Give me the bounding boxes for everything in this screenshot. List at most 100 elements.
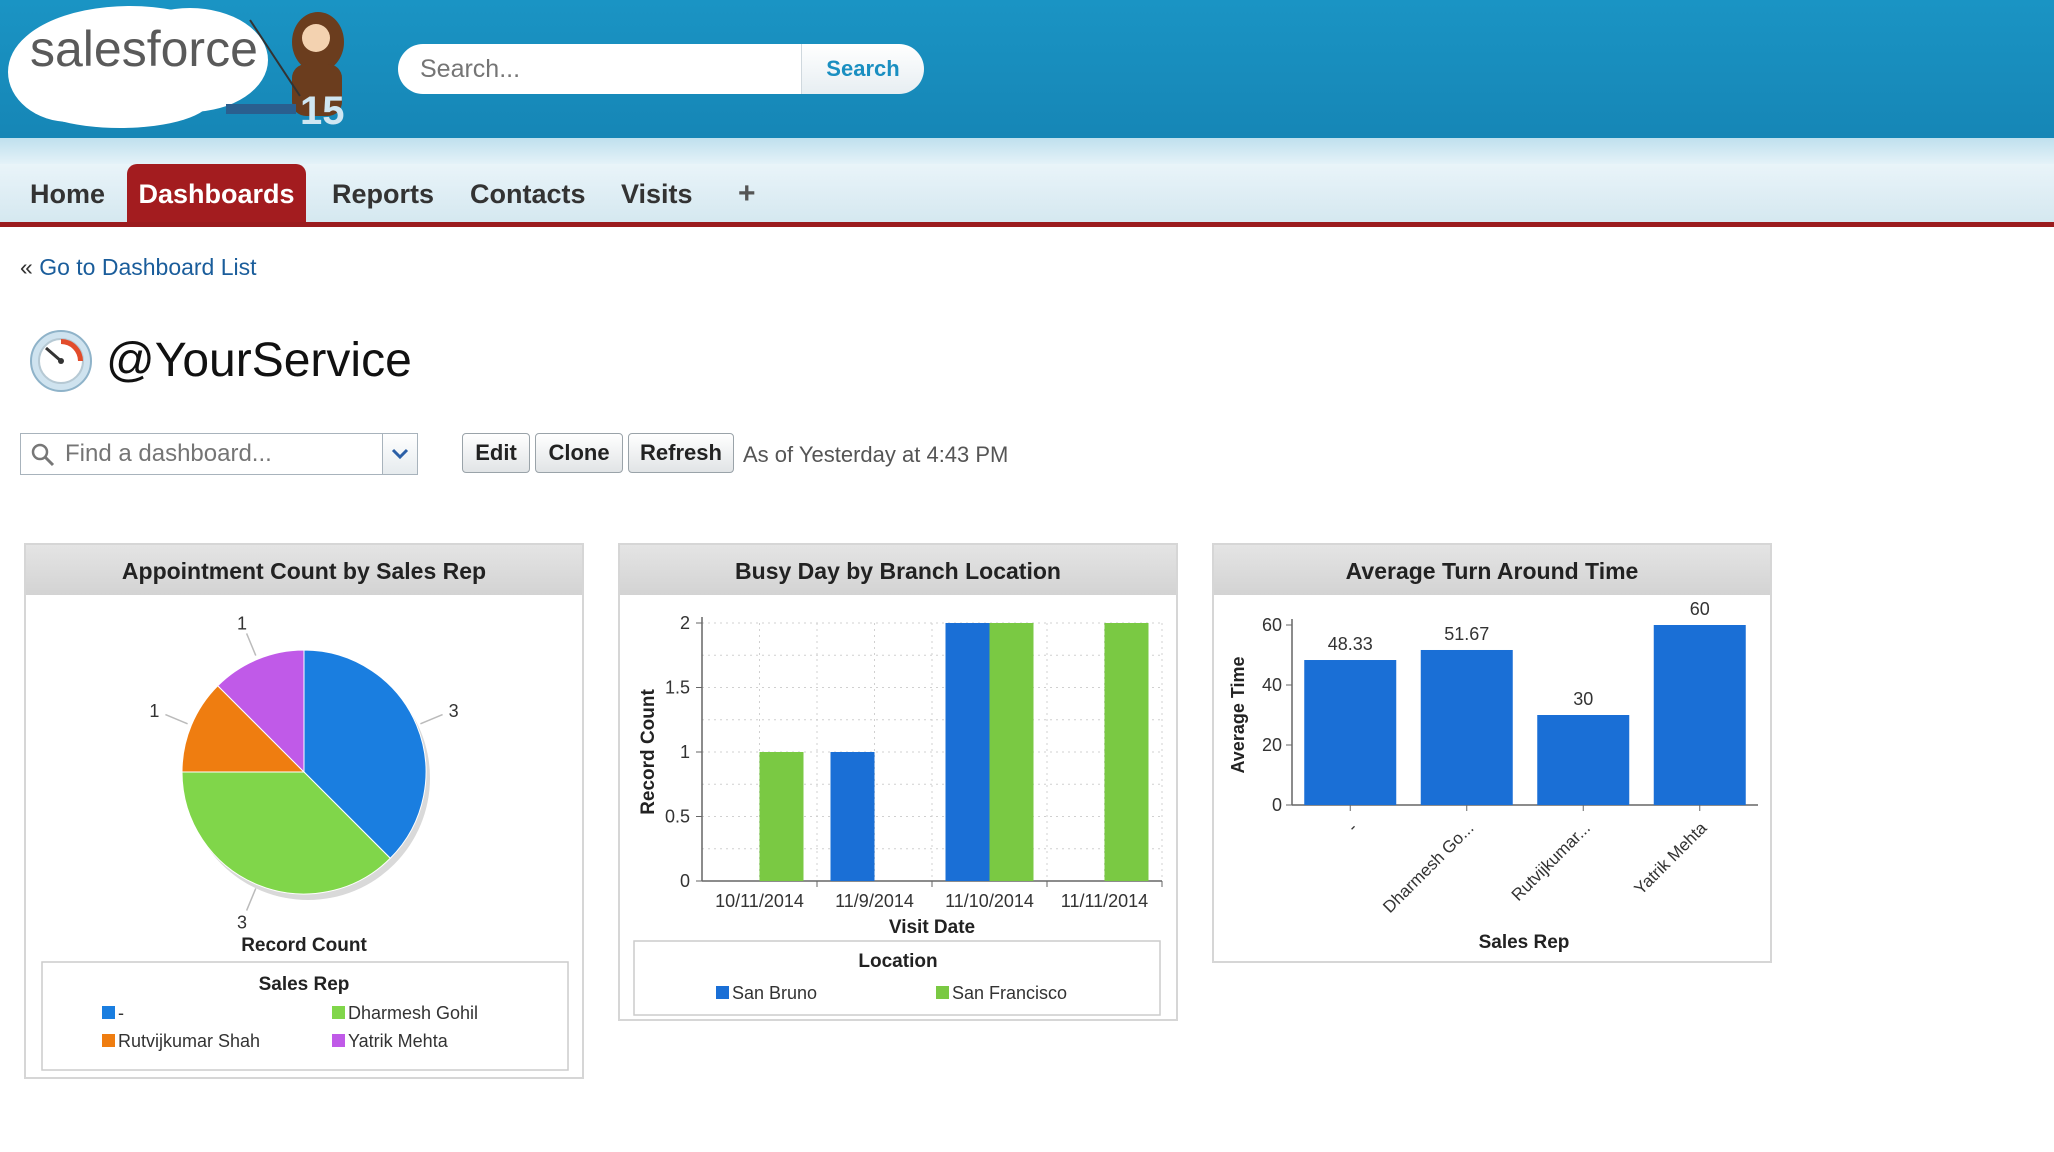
pie-leader-line bbox=[420, 713, 443, 725]
x-tick-label: Yatrik Mehta bbox=[1631, 818, 1711, 898]
y-tick-label: 60 bbox=[1262, 615, 1282, 635]
bar bbox=[759, 752, 804, 881]
pie-slice bbox=[303, 649, 427, 859]
bar bbox=[1104, 623, 1149, 881]
salesforce-logo[interactable]: salesforce 15 bbox=[0, 0, 380, 138]
clone-button[interactable]: Clone bbox=[535, 433, 623, 473]
release-badge: 15 bbox=[300, 89, 345, 133]
pie-chart[interactable]: 3 3 1 1 Record Count Sales Rep - Dharmesh Gohil… bbox=[26, 545, 582, 1077]
legend-entry: Yatrik Mehta bbox=[348, 1031, 449, 1051]
tab-bar-underline bbox=[0, 222, 2054, 227]
x-tick-label: 11/10/2014 bbox=[945, 891, 1034, 911]
x-axis-title: Visit Date bbox=[889, 917, 975, 938]
x-tick-label: 10/11/2014 bbox=[715, 891, 804, 911]
legend-swatch bbox=[332, 1006, 345, 1019]
x-tick-label: - bbox=[1344, 818, 1361, 835]
refresh-button[interactable]: Refresh bbox=[628, 433, 734, 473]
panel-title: Busy Day by Branch Location bbox=[620, 545, 1176, 595]
y-tick-label: 0.5 bbox=[665, 807, 690, 827]
y-tick-label: 40 bbox=[1262, 675, 1282, 695]
y-tick-label: 2 bbox=[680, 613, 690, 633]
x-tick-label: Rutvijkumar... bbox=[1508, 818, 1594, 904]
pie-slice bbox=[181, 685, 306, 773]
legend-entry: Dharmesh Gohil bbox=[348, 1003, 478, 1023]
y-tick-label: 20 bbox=[1262, 735, 1282, 755]
search-button[interactable]: Search bbox=[801, 44, 924, 94]
tab-dashboards[interactable]: Dashboards bbox=[127, 164, 306, 222]
chevron-down-icon bbox=[391, 448, 409, 460]
tab-contacts[interactable]: Contacts bbox=[470, 179, 586, 209]
y-tick-label: 0 bbox=[1272, 795, 1282, 815]
edit-button[interactable]: Edit bbox=[462, 433, 530, 473]
bar bbox=[945, 623, 990, 881]
bar-data-label: 48.33 bbox=[1328, 634, 1373, 654]
bar bbox=[1304, 660, 1397, 805]
legend-entry: - bbox=[118, 1003, 124, 1023]
bar bbox=[1653, 625, 1746, 805]
pie-value-label: Record Count bbox=[241, 935, 367, 956]
pie-slice bbox=[181, 771, 391, 895]
header-bar: salesforce 15 Search bbox=[0, 0, 2054, 138]
pie-data-label: 3 bbox=[449, 701, 459, 721]
legend-swatch bbox=[332, 1034, 345, 1047]
y-tick-label: 1 bbox=[680, 742, 690, 762]
x-tick-label: Dharmesh Go... bbox=[1379, 818, 1477, 916]
pie-leader-line bbox=[245, 633, 257, 656]
find-dashboard-input[interactable] bbox=[65, 434, 395, 474]
tab-reports[interactable]: Reports bbox=[332, 179, 435, 209]
bar bbox=[830, 752, 875, 881]
tab-visits[interactable]: Visits bbox=[621, 179, 693, 209]
x-tick-label: 11/11/2014 bbox=[1061, 891, 1148, 911]
x-axis-title: Sales Rep bbox=[1479, 932, 1570, 953]
logo-text: salesforce bbox=[30, 21, 258, 77]
search-input[interactable] bbox=[398, 44, 801, 94]
bar-data-label: 51.67 bbox=[1444, 624, 1489, 644]
appointment-count-panel: Appointment Count by Sales Rep 3 3 1 1 Recor… bbox=[24, 543, 584, 1079]
pie-leader-line bbox=[245, 888, 257, 911]
bar bbox=[1537, 715, 1630, 805]
legend-box bbox=[41, 961, 569, 1071]
mascot-icon bbox=[226, 12, 344, 116]
add-tab-plus-icon[interactable]: + bbox=[738, 177, 756, 210]
legend-swatch bbox=[102, 1034, 115, 1047]
pie-data-label: 1 bbox=[237, 613, 247, 633]
legend-swatch bbox=[102, 1006, 115, 1019]
y-axis-title: Average Time bbox=[1228, 656, 1248, 773]
last-refreshed-timestamp: As of Yesterday at 4:43 PM bbox=[743, 442, 1009, 467]
nav-spacer bbox=[0, 138, 2054, 164]
legend-box bbox=[633, 940, 1161, 1016]
tab-bar bbox=[0, 164, 2054, 222]
bar-data-label: 30 bbox=[1573, 689, 1593, 709]
legend-swatch bbox=[936, 986, 949, 999]
turnaround-panel: Average Turn Around Time 0 20 40 60 48.33 - 51… bbox=[1212, 543, 1772, 963]
bar bbox=[1420, 649, 1513, 805]
legend-swatch bbox=[716, 986, 729, 999]
legend-title: Sales Rep bbox=[259, 974, 350, 995]
breadcrumb: « Go to Dashboard List bbox=[20, 254, 257, 281]
back-arrow-icon: « bbox=[20, 254, 33, 280]
grouped-bar-chart[interactable]: 0 0.5 1 1.5 2 10/11/2014 11/9/2014 11/10/2014 11… bbox=[620, 545, 1176, 1019]
panel-title: Average Turn Around Time bbox=[1214, 545, 1770, 595]
legend-entry: Rutvijkumar Shah bbox=[118, 1031, 260, 1051]
dashboard-gauge-icon bbox=[30, 330, 92, 392]
tab-home[interactable]: Home bbox=[30, 179, 106, 209]
x-tick-label: 11/9/2014 bbox=[835, 891, 914, 911]
bar bbox=[989, 623, 1034, 881]
y-axis-title: Record Count bbox=[638, 689, 659, 815]
busy-day-panel: Busy Day by Branch Location 0 0.5 1 1.5 2 10/… bbox=[618, 543, 1178, 1021]
pie-slice bbox=[217, 649, 305, 774]
pie-data-label: 1 bbox=[149, 701, 159, 721]
y-tick-label: 1.5 bbox=[665, 678, 690, 698]
dashboard-list-link[interactable]: Go to Dashboard List bbox=[39, 254, 257, 280]
find-dashboard-combobox bbox=[20, 433, 418, 475]
bar-chart[interactable]: 0 20 40 60 48.33 - 51.67 Dharmesh Go... 30 Rutvij… bbox=[1214, 545, 1770, 961]
pie-data-label: 3 bbox=[237, 913, 247, 933]
y-tick-label: 0 bbox=[680, 871, 690, 891]
legend-entry: San Francisco bbox=[952, 983, 1067, 1003]
panel-title: Appointment Count by Sales Rep bbox=[26, 545, 582, 595]
find-dashboard-dropdown[interactable] bbox=[382, 434, 417, 474]
legend-title: Location bbox=[858, 951, 937, 972]
search-icon bbox=[31, 443, 55, 467]
legend-entry: San Bruno bbox=[732, 983, 817, 1003]
bar-data-label: 60 bbox=[1690, 599, 1710, 619]
